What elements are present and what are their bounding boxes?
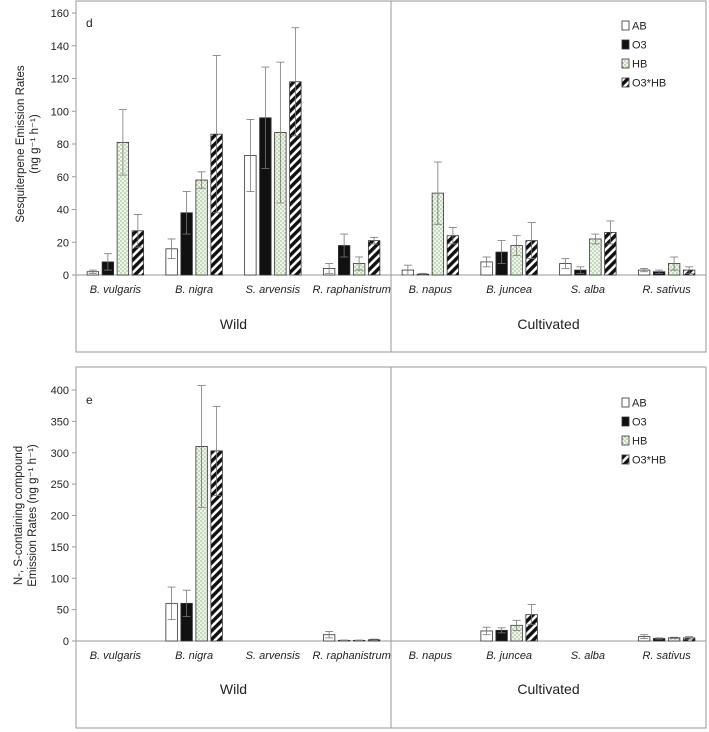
category-label: R. sativus xyxy=(642,650,691,662)
y-axis-label: (ng g⁻¹ h⁻¹) xyxy=(29,114,41,174)
bar-dots xyxy=(195,179,208,276)
legend-swatch-stripes xyxy=(621,454,630,465)
category-label: S. alba xyxy=(571,650,605,662)
y-tick-label: 300 xyxy=(51,448,69,460)
y-tick-label: 50 xyxy=(57,605,69,617)
y-tick-label: 200 xyxy=(51,511,69,523)
y-tick-label: 120 xyxy=(51,74,69,86)
y-tick-label: 40 xyxy=(57,205,69,217)
category-label: B. napus xyxy=(409,650,453,662)
y-tick-label: 400 xyxy=(51,385,69,397)
y-tick-label: 0 xyxy=(63,270,69,282)
legend-entry: AB xyxy=(632,398,647,410)
y-tick-label: 100 xyxy=(51,573,69,585)
panel-label: e xyxy=(86,393,93,407)
legend-entry: O3 xyxy=(632,417,647,429)
y-axis-label: N-, S-containing compound xyxy=(13,446,25,585)
legend-entry: AB xyxy=(632,21,647,33)
category-label: B. vulgaris xyxy=(90,650,142,662)
category-label: B. nigra xyxy=(175,284,213,296)
panel-label: d xyxy=(86,16,93,30)
bar-dots xyxy=(589,238,602,276)
legend-swatch-black xyxy=(621,416,630,427)
y-tick-label: 60 xyxy=(57,172,69,184)
legend-swatch-dots xyxy=(621,58,630,69)
y-tick-label: 0 xyxy=(63,636,69,648)
category-label: S. arvensis xyxy=(246,650,301,662)
bar-stripes xyxy=(367,240,381,276)
legend-swatch-black xyxy=(621,39,630,50)
group-label: Cultivated xyxy=(517,316,579,332)
legend-entry: HB xyxy=(632,436,647,448)
y-tick-label: 80 xyxy=(57,139,69,151)
category-label: R. raphanistrum xyxy=(312,650,390,662)
y-tick-label: 20 xyxy=(57,237,69,249)
category-label: S. arvensis xyxy=(246,284,301,296)
y-tick-label: 100 xyxy=(51,106,69,118)
chart-panel-d: 0 20 40 60 80 100 120 140 160 Sesquiterpene Emiss… xyxy=(15,0,707,353)
legend-swatch-stripes xyxy=(621,77,630,88)
y-tick-label: 250 xyxy=(51,479,69,491)
category-label: R. sativus xyxy=(642,284,691,296)
group-label: Wild xyxy=(220,316,247,332)
y-tick-label: 150 xyxy=(51,542,69,554)
category-label: B. juncea xyxy=(486,650,532,662)
chart-panel-e: 0 50 100 150 200 250 300 350 400 N-, S-containing… xyxy=(13,366,707,729)
group-label: Cultivated xyxy=(517,681,579,697)
legend-swatch-white xyxy=(621,397,630,408)
legend-entry: O3*HB xyxy=(632,455,666,467)
y-tick-label: 160 xyxy=(51,8,69,20)
y-tick-label: 140 xyxy=(51,41,69,53)
y-axis-label: Emission Rates (ng g⁻¹ h⁻¹) xyxy=(27,444,39,587)
category-label: R. raphanistrum xyxy=(312,284,390,296)
group-label: Wild xyxy=(220,681,247,697)
category-label: B. nigra xyxy=(175,650,213,662)
category-label: B. vulgaris xyxy=(90,284,142,296)
legend-swatch-dots xyxy=(621,435,630,446)
category-label: B. juncea xyxy=(486,284,532,296)
category-label: S. alba xyxy=(571,284,605,296)
category-label: B. napus xyxy=(409,284,453,296)
legend-swatch-white xyxy=(621,20,630,31)
legend-entry: O3*HB xyxy=(632,78,666,90)
legend-entry: O3 xyxy=(632,40,647,52)
y-tick-label: 350 xyxy=(51,416,69,428)
y-axis-label: Sesquiterpene Emission Rates xyxy=(15,65,27,222)
legend-entry: HB xyxy=(632,59,647,71)
